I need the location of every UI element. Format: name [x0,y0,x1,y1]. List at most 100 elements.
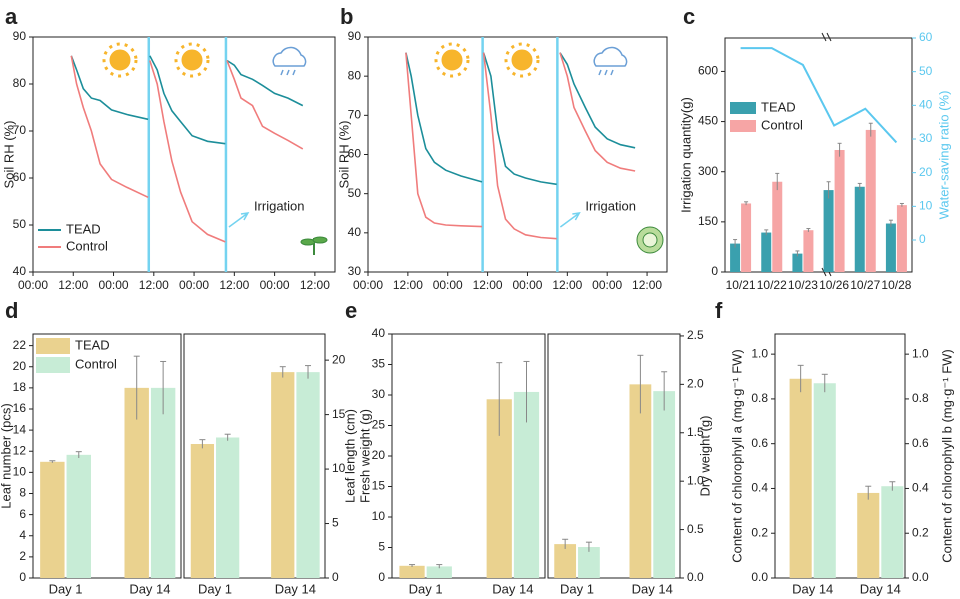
x-tick-label: 12:00 [552,278,582,292]
series-line [740,47,898,144]
x-tick-label: 10/28 [881,278,911,292]
y-tick-label: 0.2 [751,525,768,539]
bar [150,387,176,578]
y-tick-label: 0.8 [751,391,768,405]
annotation: Irrigation [254,198,305,213]
bar [896,205,907,272]
y-tick-label: 10 [332,461,346,475]
axis-title: Fresh weight (g) [357,409,372,503]
y-tick-label: 0.0 [751,570,768,584]
bar [789,378,812,578]
x-tick-label: 12:00 [632,278,662,292]
y-tick-label: 90 [13,29,27,43]
x-tick-label: 12:00 [219,278,249,292]
y-tick-label: 5 [378,540,385,554]
bar [792,253,803,272]
y-tick-label: 10 [919,199,933,213]
y-tick-label: 80 [13,76,27,90]
y-tick-label: 2.5 [687,328,704,342]
x-tick-label: Day 1 [560,581,594,596]
x-tick-label: Day 14 [275,581,316,596]
x-tick-label: Day 14 [129,581,170,596]
panel-letter: d [5,298,18,323]
annotation-arrow [228,212,250,228]
y-tick-label: 18 [13,380,27,394]
y-tick-label: 50 [919,64,933,78]
panel-letter: b [340,4,353,29]
y-tick-label: 5 [332,516,339,530]
plot-frame [183,333,326,579]
x-tick-label: 00:00 [433,278,463,292]
axis-title: Dry weight (g) [697,416,712,497]
x-tick-label: 10/27 [850,278,880,292]
x-tick-label: Day 14 [860,581,901,596]
x-tick-label: 00:00 [260,278,290,292]
plot-frame [724,37,913,273]
bar [761,232,772,272]
y-tick-label: 40 [348,225,362,239]
y-tick-label: 15 [332,407,346,421]
y-tick-label: 70 [348,108,362,122]
series-line [405,52,636,240]
bar [813,383,836,578]
series-line [405,52,636,186]
y-tick-label: 10 [372,509,386,523]
y-tick-label: 80 [348,68,362,82]
x-tick-label: Day 1 [409,581,443,596]
y-tick-label: 40 [919,98,933,112]
bar [426,566,452,578]
bar [823,190,834,272]
y-tick-label: 150 [698,214,718,228]
y-tick-label: 1.0 [912,346,929,360]
bar [629,384,652,578]
axis-title: Irrigation quantity(g) [678,97,693,213]
y-tick-label: 12 [13,443,27,457]
axis-title: Soil RH (%) [1,121,16,189]
legend-label: TEAD [75,337,110,352]
x-tick-label: 10/21 [726,278,756,292]
y-tick-label: 16 [13,401,27,415]
bar [296,372,320,578]
x-tick-label: 12:00 [473,278,503,292]
bar [857,492,880,578]
y-tick-label: 0.0 [912,570,929,584]
annotation: Irrigation [585,198,636,213]
y-tick-label: 0 [19,570,26,584]
y-tick-label: 20 [13,359,27,373]
x-tick-label: 12:00 [58,278,88,292]
y-tick-label: 35 [372,357,386,371]
y-tick-label: 40 [13,264,27,278]
annotation-arrow [559,212,581,228]
y-tick-label: 30 [348,264,362,278]
x-tick-label: Day 14 [492,581,533,596]
legend-label: TEAD [66,221,101,236]
bar [885,223,896,272]
y-tick-label: 0.5 [687,522,704,536]
y-tick-label: 0.2 [912,525,929,539]
axis-title: Soil RH (%) [336,121,351,189]
y-tick-label: 0 [919,232,926,246]
legend-swatch [36,357,70,373]
y-tick-label: 1.0 [687,473,704,487]
axis-title: Leaf number (pcs) [0,403,13,509]
legend-swatch [730,102,756,114]
panel-letter: a [5,4,18,29]
legend-label: Control [761,117,803,132]
y-tick-label: 30 [372,387,386,401]
plot-frame [547,333,681,579]
legend-label: Control [66,238,108,253]
legend-label: Control [75,356,117,371]
y-tick-label: 0.6 [912,436,929,450]
y-tick-label: 0 [711,264,718,278]
y-tick-label: 15 [372,479,386,493]
bar [399,565,425,578]
bar [190,444,215,578]
panel-letter: e [345,298,357,323]
y-tick-label: 6 [19,507,26,521]
x-tick-label: 00:00 [512,278,542,292]
bar [772,181,783,272]
y-tick-label: 22 [13,338,27,352]
bar [554,544,577,578]
